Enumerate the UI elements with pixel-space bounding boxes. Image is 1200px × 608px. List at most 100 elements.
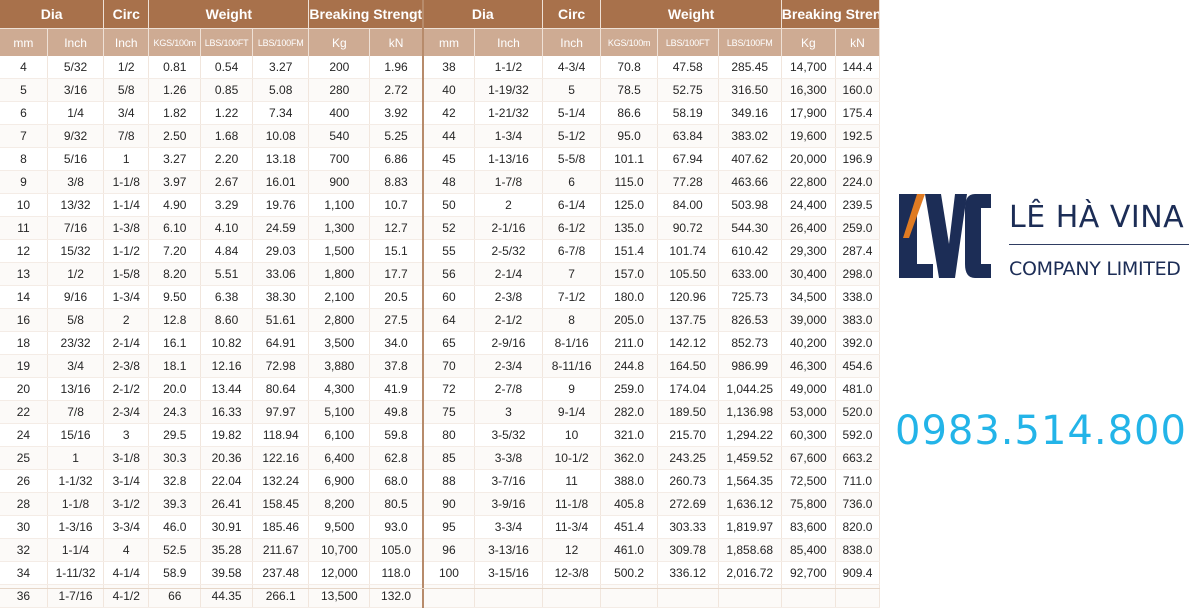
table-cell: 15/16 [47, 423, 105, 447]
table-cell: 26,400 [781, 216, 836, 240]
table-cell: 663.2 [835, 446, 881, 470]
table-cell: 3/4 [103, 101, 150, 125]
table-cell: 309.78 [657, 538, 719, 562]
table-cell: 72,500 [781, 469, 836, 493]
table-cell: 383.02 [718, 124, 782, 148]
table-cell: 174.04 [657, 377, 719, 401]
table-cell: 52.75 [657, 78, 719, 102]
header-group-circ: Circ [103, 0, 150, 29]
table-cell: 16,300 [781, 78, 836, 102]
table-cell: 2 [103, 308, 150, 332]
table-cell: 205.0 [600, 308, 658, 332]
table-cell: 9 [542, 377, 602, 401]
table-cell: 80.5 [369, 492, 424, 516]
table-cell: 1-1/2 [474, 56, 543, 79]
table-cell: 28 [0, 492, 48, 516]
table-cell: 75,800 [781, 492, 836, 516]
table-cell: 3.97 [148, 170, 202, 194]
table-cell: 1-21/32 [474, 101, 543, 125]
table-cell: 30 [0, 515, 48, 539]
table-cell: 78.5 [600, 78, 658, 102]
table-cell: 211.67 [252, 538, 310, 562]
table-cell: 3-3/8 [474, 446, 543, 470]
table-cell: 338.0 [835, 285, 881, 309]
table-cell: 15.1 [369, 239, 424, 263]
table-cell: 200 [308, 56, 371, 79]
table-cell: 1,858.68 [718, 538, 782, 562]
phone-number[interactable]: 0983.514.800 [895, 408, 1187, 454]
table-row: 30 1-3/16 3-3/4 46.0 30.91 185.46 9,500 93.0 95 3… [0, 515, 881, 539]
table-cell: 70.8 [600, 56, 658, 79]
table-cell: 60 [422, 285, 476, 309]
header-unit: KGS/100m [600, 28, 658, 56]
table-cell: 6,900 [308, 469, 371, 493]
table-cell: 211.0 [600, 331, 658, 355]
table-cell: 37.8 [369, 354, 424, 378]
table-cell: 85,400 [781, 538, 836, 562]
table-cell: 20,000 [781, 147, 836, 171]
table-cell: 520.0 [835, 400, 881, 424]
table-cell: 101.74 [657, 239, 719, 263]
table-cell: 298.0 [835, 262, 881, 286]
table-cell: 8,200 [308, 492, 371, 516]
table-cell: 120.96 [657, 285, 719, 309]
table-cell: 1 [47, 446, 105, 470]
table-cell: 23/32 [47, 331, 105, 355]
table-cell: 405.8 [600, 492, 658, 516]
table-cell: 12.7 [369, 216, 424, 240]
table-cell: 0.85 [200, 78, 254, 102]
table-cell: 67,600 [781, 446, 836, 470]
table-cell: 10-1/2 [542, 446, 602, 470]
table-cell: 83,600 [781, 515, 836, 539]
table-cell: 900 [308, 170, 371, 194]
table-cell: 29.5 [148, 423, 202, 447]
table-cell: 3-7/16 [474, 469, 543, 493]
table-cell: 1,294.22 [718, 423, 782, 447]
table-cell: 8.60 [200, 308, 254, 332]
table-cell: 1-1/4 [47, 538, 105, 562]
table-cell: 9 [0, 170, 48, 194]
table-cell: 1.68 [200, 124, 254, 148]
table-cell: 1-1/8 [103, 170, 150, 194]
table-cell: 19.82 [200, 423, 254, 447]
header-unit: LBS/100FT [657, 28, 719, 56]
header-unit: Kg [781, 28, 836, 56]
table-row: 6 1/4 3/4 1.82 1.22 7.34 400 3.92 42 1-21/32 5-1/4… [0, 101, 881, 125]
table-cell: 5/8 [47, 308, 105, 332]
header-unit: kN [369, 28, 424, 56]
table-cell: 22,800 [781, 170, 836, 194]
table-cell: 1,500 [308, 239, 371, 263]
table-cell: 56 [422, 262, 476, 286]
table-cell: 3.27 [148, 147, 202, 171]
table-cell: 3/8 [47, 170, 105, 194]
company-logo: LÊ HÀ VINA COMPANY LIMITED [895, 186, 1195, 286]
table-cell: 16.1 [148, 331, 202, 355]
header-unit: Inch [474, 28, 543, 56]
table-cell: 2,100 [308, 285, 371, 309]
table-cell: 135.0 [600, 216, 658, 240]
table-row: 20 13/16 2-1/2 20.0 13.44 80.64 4,300 41.9 72 2-7… [0, 377, 881, 401]
table-cell: 4 [0, 56, 48, 79]
table-cell: 118.0 [369, 561, 424, 585]
table-cell: 13.18 [252, 147, 310, 171]
table-row: 10 13/32 1-1/4 4.90 3.29 19.76 1,100 10.7 50 2 6-1… [0, 193, 881, 217]
table-cell: 3-3/4 [474, 515, 543, 539]
table-cell: 1,636.12 [718, 492, 782, 516]
table-cell: 4,300 [308, 377, 371, 401]
table-cell: 725.73 [718, 285, 782, 309]
table-cell: 12.8 [148, 308, 202, 332]
table-cell: 105.0 [369, 538, 424, 562]
table-cell: 39.3 [148, 492, 202, 516]
table-row: 16 5/8 2 12.8 8.60 51.61 2,800 27.5 64 2-1/2 8 205.… [0, 308, 881, 332]
table-cell: 7/8 [103, 124, 150, 148]
table-cell: 4-3/4 [542, 56, 602, 79]
table-cell: 7 [0, 124, 48, 148]
table-cell: 540 [308, 124, 371, 148]
table-cell: 454.6 [835, 354, 881, 378]
header-unit: Inch [103, 28, 150, 56]
table-cell: 80.64 [252, 377, 310, 401]
header-group-breaking-strength: Breaking Strength [781, 0, 881, 29]
table-cell: 5.25 [369, 124, 424, 148]
table-cell: 3.92 [369, 101, 424, 125]
table-cell: 46.0 [148, 515, 202, 539]
